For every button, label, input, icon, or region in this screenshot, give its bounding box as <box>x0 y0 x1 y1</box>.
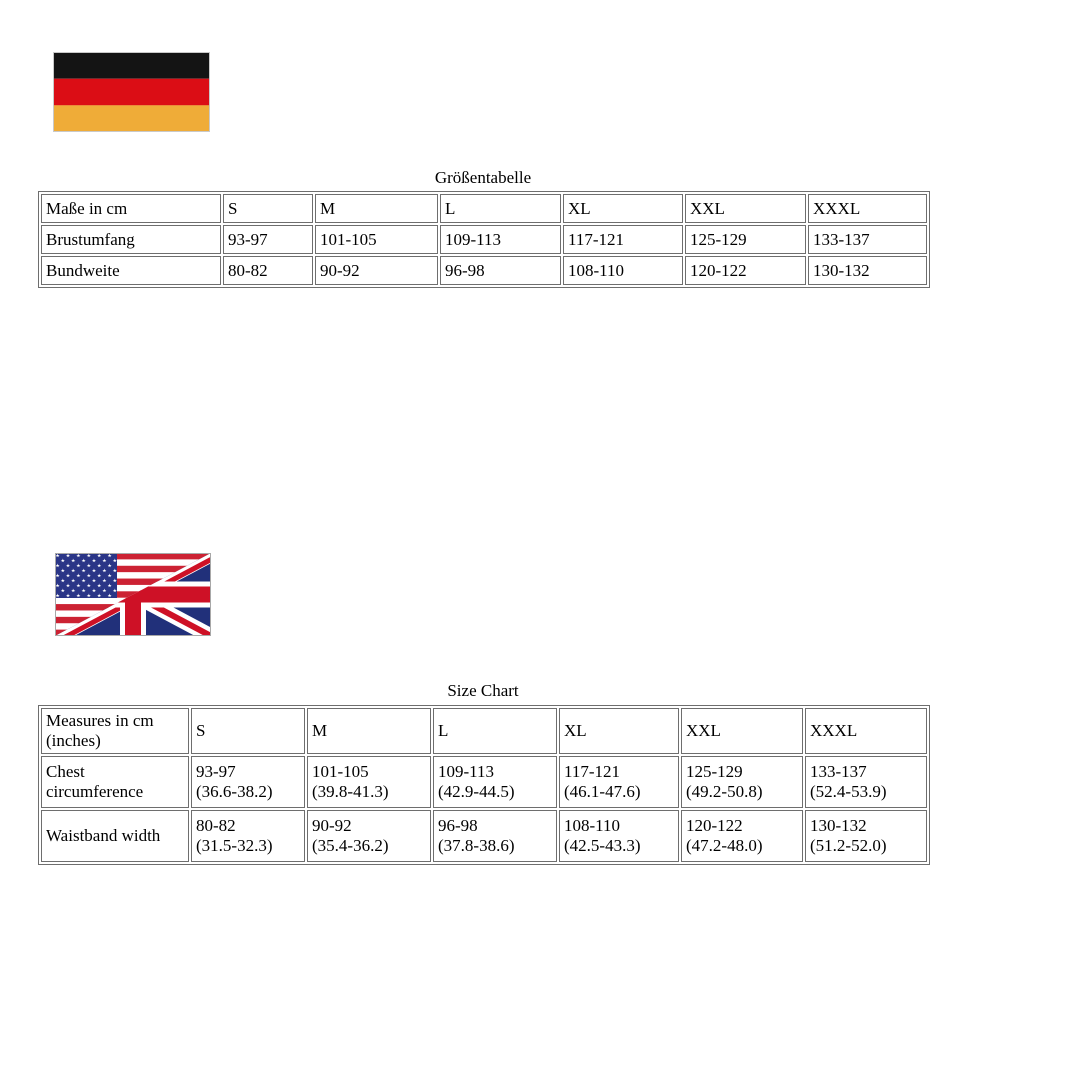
size-cell: 117-121 (46.1-47.6) <box>559 756 679 808</box>
size-cell: 80-82 (31.5-32.3) <box>191 810 305 862</box>
inch-value: (36.6-38.2) <box>196 782 273 801</box>
english-table-title: Size Chart <box>447 681 519 700</box>
inch-value: (35.4-36.2) <box>312 836 389 855</box>
header-cell: M <box>315 194 438 223</box>
header-cell: S <box>191 708 305 754</box>
header-cell: XXXL <box>808 194 927 223</box>
size-cell: 109-113 (42.9-44.5) <box>433 756 557 808</box>
size-cell: 120-122 <box>685 256 806 285</box>
table-row: Brustumfang 93-97 101-105 109-113 117-12… <box>41 225 927 254</box>
inch-value: (37.8-38.6) <box>438 836 515 855</box>
inch-value: (52.4-53.9) <box>810 782 887 801</box>
size-cell: 90-92 <box>315 256 438 285</box>
header-cell: L <box>440 194 561 223</box>
row-label: Chest circumference <box>41 756 189 808</box>
inch-value: (46.1-47.6) <box>564 782 641 801</box>
cm-value: 125-129 <box>686 762 743 781</box>
header-cell: Maße in cm <box>41 194 221 223</box>
cm-value: 130-132 <box>810 816 867 835</box>
inch-value: (47.2-48.0) <box>686 836 763 855</box>
size-cell: 108-110 (42.5-43.3) <box>559 810 679 862</box>
table-header-row: Maße in cm S M L XL XXL XXXL <box>41 194 927 223</box>
header-cell: XL <box>563 194 683 223</box>
inch-value: (31.5-32.3) <box>196 836 273 855</box>
size-cell: 125-129 (49.2-50.8) <box>681 756 803 808</box>
cm-value: 96-98 <box>438 816 478 835</box>
header-cell: XXXL <box>805 708 927 754</box>
cm-value: 80-82 <box>196 816 236 835</box>
size-cell: 93-97 (36.6-38.2) <box>191 756 305 808</box>
size-cell: 90-92 (35.4-36.2) <box>307 810 431 862</box>
inch-value: (42.9-44.5) <box>438 782 515 801</box>
header-cell: Measures in cm (inches) <box>41 708 189 754</box>
table-row: Bundweite 80-82 90-92 96-98 108-110 120-… <box>41 256 927 285</box>
size-cell: 96-98 <box>440 256 561 285</box>
size-cell: 125-129 <box>685 225 806 254</box>
size-cell: 133-137 <box>808 225 927 254</box>
size-cell: 120-122 (47.2-48.0) <box>681 810 803 862</box>
size-table-english: Measures in cm (inches) S M L XL XXL XXX… <box>38 705 930 865</box>
inch-value: (42.5-43.3) <box>564 836 641 855</box>
table-row: Chest circumference 93-97 (36.6-38.2) 101… <box>41 756 927 808</box>
german-flag-icon <box>53 52 210 132</box>
size-cell: 109-113 <box>440 225 561 254</box>
cm-value: 93-97 <box>196 762 236 781</box>
cm-value: 120-122 <box>686 816 743 835</box>
size-cell: 130-132 <box>808 256 927 285</box>
header-cell: XL <box>559 708 679 754</box>
cm-value: 117-121 <box>564 762 621 781</box>
size-cell: 80-82 <box>223 256 313 285</box>
size-cell: 117-121 <box>563 225 683 254</box>
row-label: Waistband width <box>41 810 189 862</box>
size-table-german: Maße in cm S M L XL XXL XXXL Brustumfang… <box>38 191 930 288</box>
cm-value: 101-105 <box>312 762 369 781</box>
us-uk-combined-flag-icon <box>55 553 211 636</box>
size-cell: 96-98 (37.8-38.6) <box>433 810 557 862</box>
size-cell: 101-105 <box>315 225 438 254</box>
size-cell: 101-105 (39.8-41.3) <box>307 756 431 808</box>
size-cell: 133-137 (52.4-53.9) <box>805 756 927 808</box>
inch-value: (49.2-50.8) <box>686 782 763 801</box>
table-row: Waistband width 80-82 (31.5-32.3) 90-92 (3… <box>41 810 927 862</box>
header-cell: M <box>307 708 431 754</box>
inch-value: (51.2-52.0) <box>810 836 887 855</box>
cm-value: 109-113 <box>438 762 495 781</box>
german-table-title: Größentabelle <box>434 168 532 187</box>
size-cell: 130-132 (51.2-52.0) <box>805 810 927 862</box>
size-cell: 93-97 <box>223 225 313 254</box>
size-cell: 108-110 <box>563 256 683 285</box>
cm-value: 133-137 <box>810 762 867 781</box>
inch-value: (39.8-41.3) <box>312 782 389 801</box>
row-label: Bundweite <box>41 256 221 285</box>
header-cell: S <box>223 194 313 223</box>
cm-value: 90-92 <box>312 816 352 835</box>
table-header-row: Measures in cm (inches) S M L XL XXL XXX… <box>41 708 927 754</box>
row-label: Brustumfang <box>41 225 221 254</box>
cm-value: 108-110 <box>564 816 621 835</box>
header-cell: XXL <box>681 708 803 754</box>
header-cell: XXL <box>685 194 806 223</box>
header-cell: L <box>433 708 557 754</box>
